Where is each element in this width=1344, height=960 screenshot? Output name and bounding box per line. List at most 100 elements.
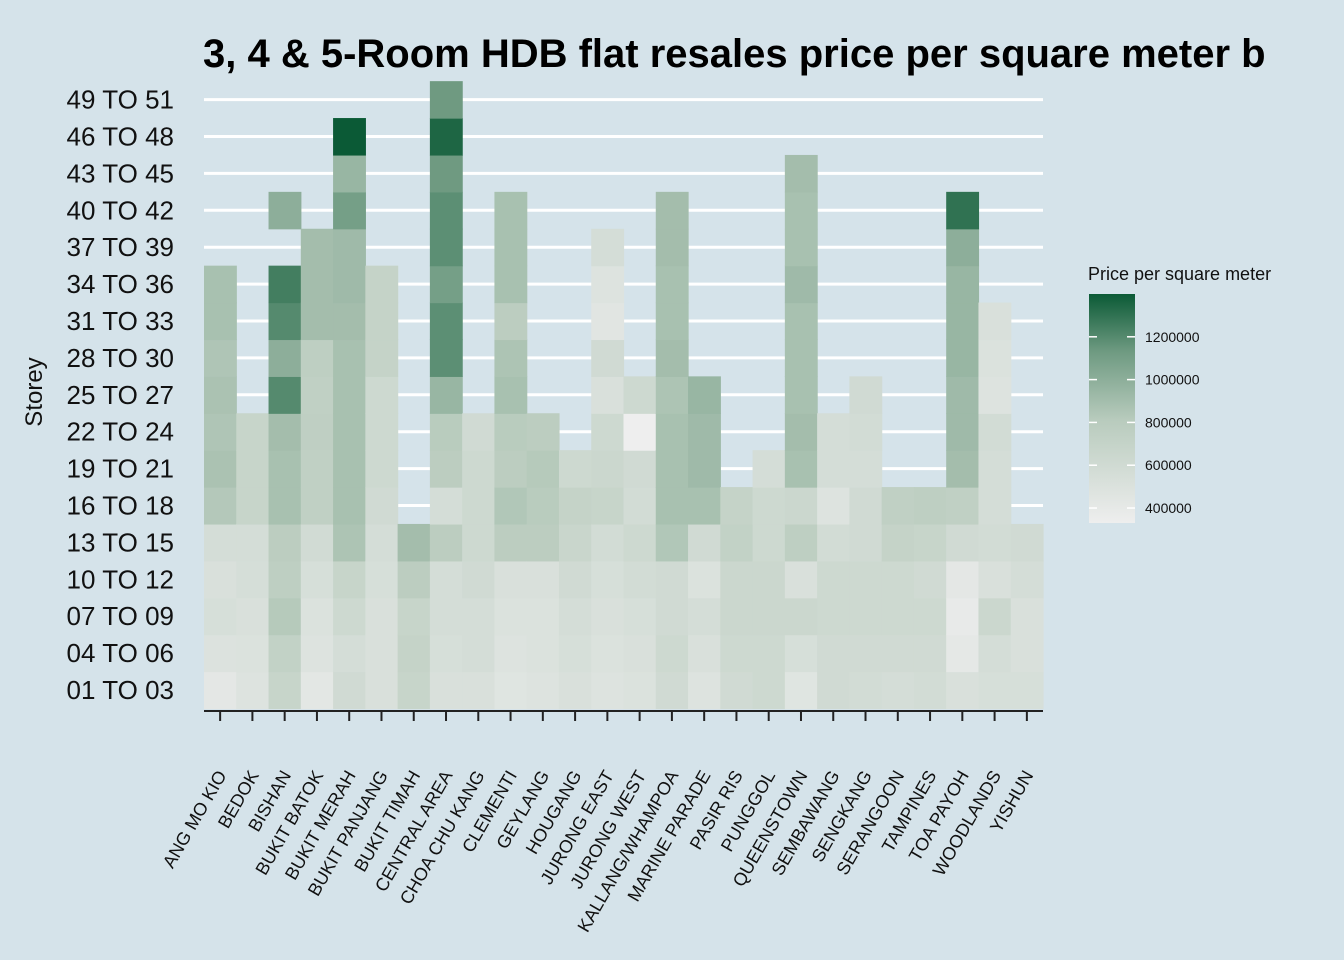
heatmap-cell <box>462 523 496 562</box>
heatmap-cell <box>655 523 689 562</box>
heatmap-cell <box>429 413 463 451</box>
heatmap-cell <box>978 634 1012 673</box>
heatmap-cell <box>752 560 786 599</box>
heatmap-cell <box>558 450 592 488</box>
heatmap-cell <box>204 450 237 488</box>
heatmap-cell <box>688 671 721 710</box>
heatmap-cell <box>300 302 334 341</box>
heatmap-cell <box>591 376 625 414</box>
heatmap-cell <box>978 450 1012 488</box>
heatmap-cell <box>623 487 657 525</box>
heatmap-cell <box>300 376 334 414</box>
heatmap-cell <box>720 634 754 673</box>
heatmap-cell <box>655 597 689 636</box>
heatmap-cell <box>784 413 818 451</box>
legend-title: Price per square meter <box>1088 264 1271 284</box>
heatmap-cell <box>978 376 1012 414</box>
heatmap-cell <box>623 413 657 451</box>
heatmap-cell <box>946 560 980 599</box>
heatmap-cell <box>784 450 818 488</box>
heatmap-cell <box>300 413 334 451</box>
heatmap-cell <box>333 339 366 377</box>
heatmap-cell <box>268 265 302 304</box>
heatmap-cell <box>494 597 528 636</box>
heatmap-cell <box>429 118 463 156</box>
heatmap-cell <box>817 671 850 710</box>
heatmap-cell <box>978 671 1012 710</box>
heatmap-cell <box>1010 523 1044 562</box>
heatmap-cell <box>623 671 657 710</box>
y-tick-label: 16 TO 18 <box>67 491 174 521</box>
heatmap-cell <box>655 191 689 230</box>
heatmap-cell <box>978 413 1012 451</box>
heatmap-cell <box>365 339 399 377</box>
heatmap-cell <box>494 413 528 451</box>
heatmap-cell <box>268 634 302 673</box>
heatmap-cell <box>881 560 915 599</box>
heatmap-cell <box>591 302 625 341</box>
heatmap-cell <box>526 671 560 710</box>
y-axis-title: Storey <box>21 357 48 426</box>
heatmap-cell <box>494 228 528 267</box>
heatmap-cell <box>300 450 334 488</box>
heatmap-cell <box>300 487 334 525</box>
heatmap-cell <box>688 450 721 488</box>
heatmap-cell <box>946 413 980 451</box>
heatmap-cell <box>333 413 366 451</box>
heatmap-cell <box>591 228 625 267</box>
heatmap-cell <box>494 191 528 230</box>
heatmap-cell <box>204 413 237 451</box>
heatmap-cell <box>655 339 689 377</box>
heatmap-cell <box>397 560 431 599</box>
heatmap-cell <box>526 523 560 562</box>
heatmap-cell <box>655 487 689 525</box>
heatmap-cell <box>494 265 528 304</box>
heatmap-cell <box>300 560 334 599</box>
heatmap-cell <box>268 487 302 525</box>
y-tick-label: 31 TO 33 <box>67 306 174 336</box>
heatmap-cell <box>591 265 625 304</box>
y-tick-label: 07 TO 09 <box>67 601 174 631</box>
heatmap-cell <box>913 487 947 525</box>
heatmap-cell <box>784 597 818 636</box>
heatmap-cell <box>946 597 980 636</box>
y-tick-label: 28 TO 30 <box>67 343 174 373</box>
heatmap-cell <box>591 597 625 636</box>
heatmap-cell <box>462 671 496 710</box>
heatmap-cell <box>494 671 528 710</box>
heatmap-cell <box>591 671 625 710</box>
heatmap-cell <box>236 560 270 599</box>
heatmap-cell <box>881 487 915 525</box>
heatmap-cell <box>655 265 689 304</box>
heatmap-cell <box>462 634 496 673</box>
heatmap-cell <box>623 523 657 562</box>
heatmap-cell <box>494 560 528 599</box>
heatmap-cell <box>268 671 302 710</box>
legend-tick-label: 400000 <box>1145 500 1192 516</box>
heatmap-cell <box>655 413 689 451</box>
heatmap-cell <box>817 487 850 525</box>
heatmap-cell <box>462 487 496 525</box>
heatmap-cell <box>623 560 657 599</box>
heatmap-cell <box>978 523 1012 562</box>
heatmap-cell <box>849 523 883 562</box>
legend-tick-label: 800000 <box>1145 414 1192 430</box>
heatmap-cell <box>881 597 915 636</box>
heatmap-cell <box>881 523 915 562</box>
y-tick-label: 34 TO 36 <box>67 269 174 299</box>
heatmap-cell <box>333 302 366 341</box>
heatmap-cell <box>268 413 302 451</box>
heatmap-cell <box>623 450 657 488</box>
heatmap-cell <box>849 450 883 488</box>
heatmap-cell <box>623 597 657 636</box>
heatmap-cell <box>268 339 302 377</box>
y-tick-label: 49 TO 51 <box>67 85 174 115</box>
heatmap-cell <box>333 523 366 562</box>
heatmap-cell <box>300 228 334 267</box>
heatmap-cell <box>365 302 399 341</box>
heatmap-cell <box>655 376 689 414</box>
heatmap-cell <box>752 634 786 673</box>
heatmap-cell <box>849 376 883 414</box>
heatmap-cell <box>365 634 399 673</box>
